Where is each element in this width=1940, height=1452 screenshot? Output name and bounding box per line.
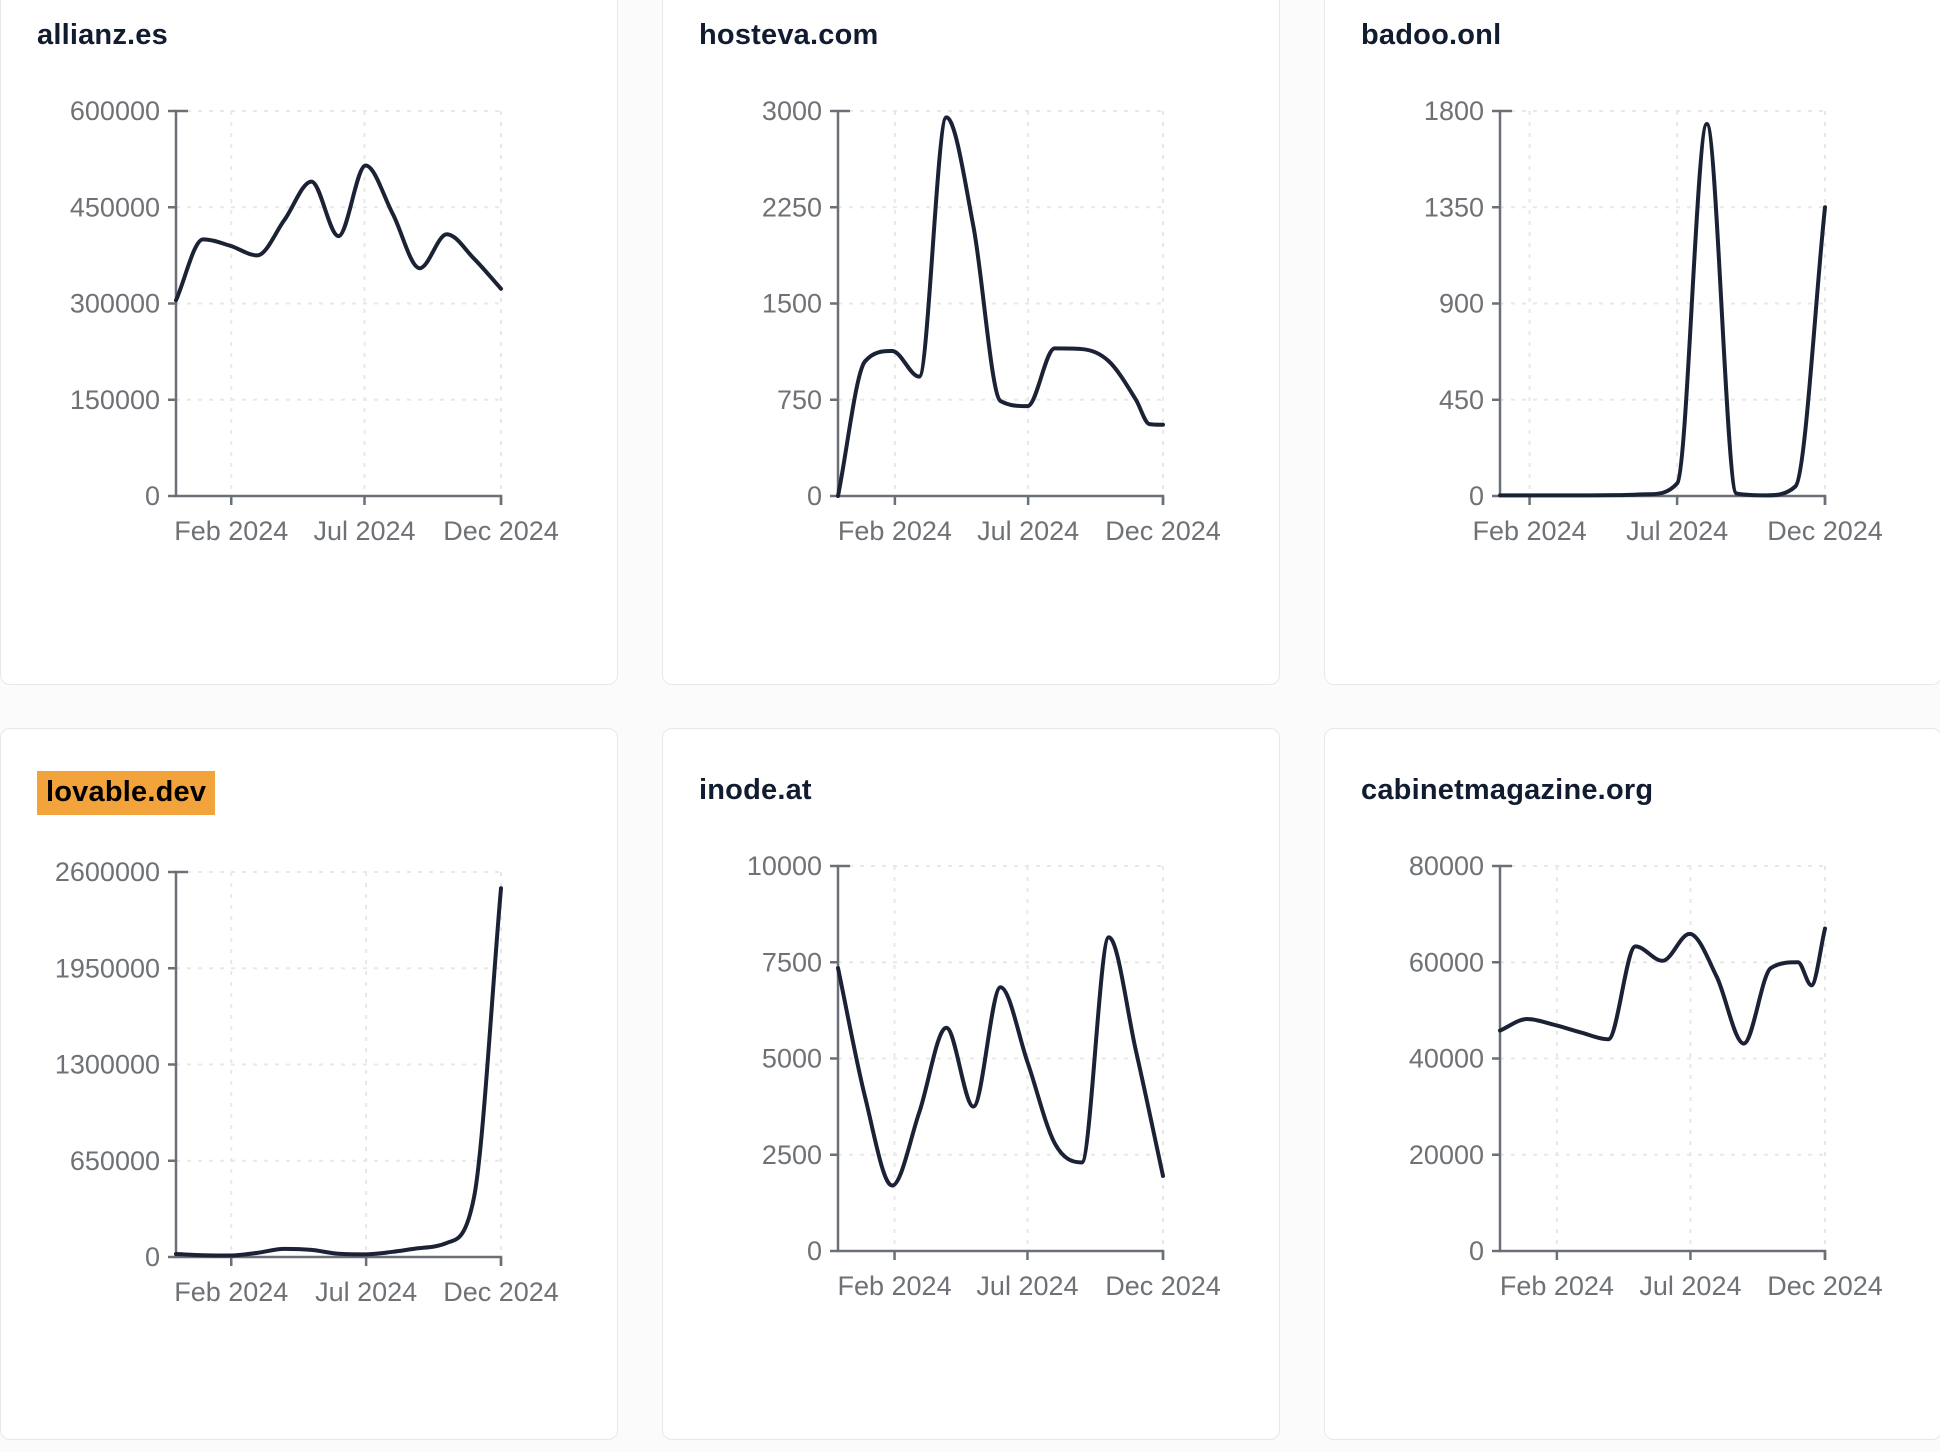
svg-text:Dec 2024: Dec 2024 xyxy=(443,1277,559,1307)
svg-text:450000: 450000 xyxy=(70,192,160,222)
svg-text:60000: 60000 xyxy=(1409,947,1484,977)
svg-text:Feb 2024: Feb 2024 xyxy=(174,1277,288,1307)
svg-text:0: 0 xyxy=(807,1236,822,1266)
svg-text:Feb 2024: Feb 2024 xyxy=(838,516,952,546)
chart-card-hosteva-com[interactable]: hosteva.com 0 750 1500 2250 3000 Feb 2024 Jul … xyxy=(662,0,1280,685)
chart-title: allianz.es xyxy=(37,16,617,54)
svg-text:3000: 3000 xyxy=(762,96,822,126)
svg-text:Feb 2024: Feb 2024 xyxy=(838,1271,952,1301)
svg-text:0: 0 xyxy=(145,481,160,511)
svg-text:Dec 2024: Dec 2024 xyxy=(443,516,559,546)
domain-name-label: cabinetmagazine.org xyxy=(1361,774,1654,806)
svg-text:150000: 150000 xyxy=(70,385,160,415)
chart-title: cabinetmagazine.org xyxy=(1361,771,1940,809)
svg-text:1800: 1800 xyxy=(1424,96,1484,126)
line-chart: 0 450 900 1350 1800 Feb 2024 Jul 2024 Dec 2024 xyxy=(1424,96,1883,546)
svg-text:80000: 80000 xyxy=(1409,851,1484,881)
svg-text:1350: 1350 xyxy=(1424,192,1484,222)
svg-text:Jul 2024: Jul 2024 xyxy=(315,1277,417,1307)
svg-text:Jul 2024: Jul 2024 xyxy=(313,516,415,546)
svg-text:2500: 2500 xyxy=(762,1140,822,1170)
svg-text:0: 0 xyxy=(145,1242,160,1272)
svg-text:1500: 1500 xyxy=(762,289,822,319)
domain-name-label: inode.at xyxy=(699,774,812,806)
chart-card-inode-at[interactable]: inode.at 0 2500 5000 7500 10000 Feb 2024 Jul 2… xyxy=(662,728,1280,1440)
chart-card-lovable-dev[interactable]: lovable.dev 0 650000 1300000 1950000 2600000… xyxy=(0,728,618,1440)
svg-text:5000: 5000 xyxy=(762,1044,822,1074)
svg-text:1300000: 1300000 xyxy=(55,1050,160,1080)
svg-text:0: 0 xyxy=(1469,481,1484,511)
chart-title: badoo.onl xyxy=(1361,16,1940,54)
svg-text:650000: 650000 xyxy=(70,1146,160,1176)
svg-text:450: 450 xyxy=(1439,385,1484,415)
domain-name-label: allianz.es xyxy=(37,19,168,51)
svg-text:0: 0 xyxy=(1469,1236,1484,1266)
svg-text:Jul 2024: Jul 2024 xyxy=(976,1271,1078,1301)
svg-text:2250: 2250 xyxy=(762,192,822,222)
svg-text:0: 0 xyxy=(807,481,822,511)
svg-text:Dec 2024: Dec 2024 xyxy=(1767,1271,1883,1301)
svg-text:2600000: 2600000 xyxy=(55,857,160,887)
svg-text:Dec 2024: Dec 2024 xyxy=(1105,516,1221,546)
line-chart: 0 150000 300000 450000 600000 Feb 2024 Jul 202… xyxy=(70,96,559,546)
domain-name-label: hosteva.com xyxy=(699,19,879,51)
svg-text:600000: 600000 xyxy=(70,96,160,126)
svg-text:Jul 2024: Jul 2024 xyxy=(1639,1271,1741,1301)
svg-text:Jul 2024: Jul 2024 xyxy=(1626,516,1728,546)
chart-card-cabinetmagazine-org[interactable]: cabinetmagazine.org 0 20000 40000 60000 8000… xyxy=(1324,728,1940,1440)
line-chart: 0 20000 40000 60000 80000 Feb 2024 Jul 2024 Dec… xyxy=(1409,851,1883,1301)
svg-text:Dec 2024: Dec 2024 xyxy=(1767,516,1883,546)
svg-text:10000: 10000 xyxy=(747,851,822,881)
chart-title: inode.at xyxy=(699,771,1279,809)
domain-name-label: badoo.onl xyxy=(1361,19,1502,51)
line-chart: 0 750 1500 2250 3000 Feb 2024 Jul 2024 Dec 2024 xyxy=(762,96,1221,546)
svg-text:7500: 7500 xyxy=(762,947,822,977)
line-chart: 0 650000 1300000 1950000 2600000 Feb 2024 Jul … xyxy=(55,857,559,1307)
svg-text:750: 750 xyxy=(777,385,822,415)
svg-text:Feb 2024: Feb 2024 xyxy=(1500,1271,1614,1301)
chart-title: hosteva.com xyxy=(699,16,1279,54)
domain-name-label-highlighted: lovable.dev xyxy=(37,771,216,815)
svg-text:300000: 300000 xyxy=(70,289,160,319)
svg-text:40000: 40000 xyxy=(1409,1044,1484,1074)
svg-text:Dec 2024: Dec 2024 xyxy=(1105,1271,1221,1301)
svg-text:Feb 2024: Feb 2024 xyxy=(1473,516,1587,546)
chart-card-badoo-onl[interactable]: badoo.onl 0 450 900 1350 1800 Feb 2024 Jul 202… xyxy=(1324,0,1940,685)
svg-text:Jul 2024: Jul 2024 xyxy=(977,516,1079,546)
chart-title: lovable.dev xyxy=(37,771,617,815)
line-chart: 0 2500 5000 7500 10000 Feb 2024 Jul 2024 Dec 20… xyxy=(747,851,1221,1301)
svg-text:1950000: 1950000 xyxy=(55,953,160,983)
svg-text:20000: 20000 xyxy=(1409,1140,1484,1170)
chart-card-allianz-es[interactable]: allianz.es 0 150000 300000 450000 600000 Feb … xyxy=(0,0,618,685)
svg-text:900: 900 xyxy=(1439,289,1484,319)
svg-text:Feb 2024: Feb 2024 xyxy=(174,516,288,546)
